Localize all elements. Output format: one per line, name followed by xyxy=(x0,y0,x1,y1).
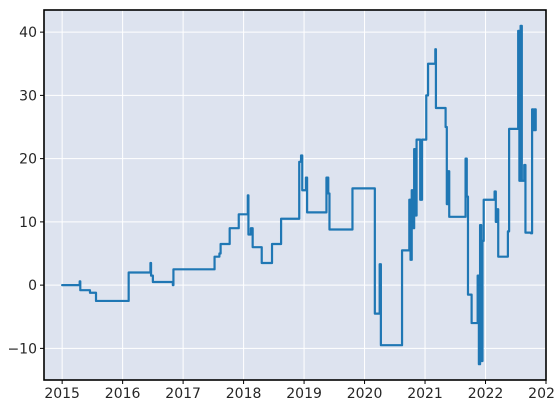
y-axis: −10 0 10 20 30 40 xyxy=(7,25,44,357)
x-tick-label: 2016 xyxy=(105,386,141,402)
y-tick-label: 40 xyxy=(19,25,37,41)
x-tick-label: 2023 xyxy=(528,386,554,402)
x-axis: 2015 2016 2017 2018 2019 2020 2021 2022 2023 xyxy=(44,380,554,402)
x-tick-label: 2020 xyxy=(347,386,383,402)
y-tick-label: 0 xyxy=(28,278,37,294)
plot-area xyxy=(44,10,546,380)
y-tick-label: 10 xyxy=(19,215,37,231)
x-tick-label: 2019 xyxy=(286,386,322,402)
series-line xyxy=(61,24,537,366)
x-tick-label: 2015 xyxy=(44,386,80,402)
plot-frame xyxy=(43,9,547,381)
y-tick-label: −10 xyxy=(7,341,37,357)
y-tick-label: 30 xyxy=(19,88,37,104)
x-tick-label: 2022 xyxy=(468,386,504,402)
series-layer xyxy=(61,24,537,366)
x-tick-label: 2017 xyxy=(165,386,201,402)
y-tick-label: 20 xyxy=(19,152,37,168)
x-tick-label: 2021 xyxy=(407,386,443,402)
x-tick-label: 2018 xyxy=(226,386,262,402)
